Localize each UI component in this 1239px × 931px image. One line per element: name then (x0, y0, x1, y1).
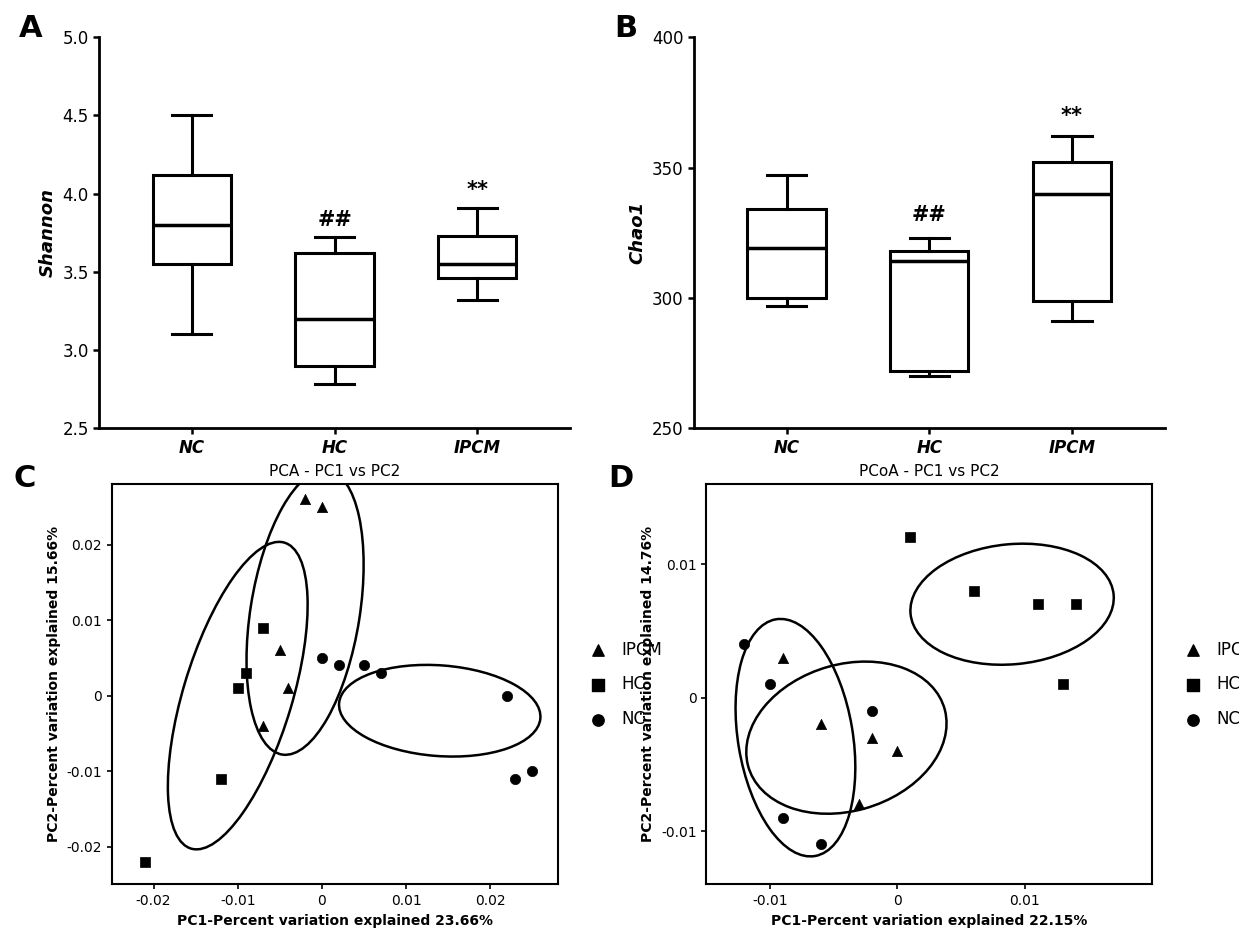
Text: A: A (19, 14, 42, 43)
Point (328, 658, 348, 673)
Point (295, 492, 315, 506)
Legend: IPCM, HC, NC: IPCM, HC, NC (1170, 634, 1239, 735)
Title: PCoA - PC1 vs PC2: PCoA - PC1 vs PC2 (859, 464, 1000, 479)
Point (312, 499, 332, 514)
Title: PCA - PC1 vs PC2: PCA - PC1 vs PC2 (269, 464, 400, 479)
Y-axis label: Chao1: Chao1 (628, 201, 647, 264)
Point (506, 771, 525, 786)
Point (253, 620, 273, 635)
Point (901, 530, 921, 545)
Point (135, 855, 155, 870)
Text: C: C (14, 465, 36, 493)
Text: ##: ## (317, 209, 352, 230)
Text: **: ** (466, 180, 488, 200)
Point (228, 681, 248, 695)
Point (773, 650, 793, 665)
PathPatch shape (437, 236, 517, 278)
Point (862, 704, 882, 719)
PathPatch shape (890, 251, 969, 371)
Point (211, 771, 230, 786)
Point (964, 584, 984, 599)
Point (849, 797, 869, 812)
Text: B: B (613, 14, 637, 43)
Point (1027, 597, 1047, 612)
Point (812, 717, 831, 732)
Text: ##: ## (912, 205, 947, 225)
Point (862, 730, 882, 745)
Point (279, 681, 299, 695)
Text: **: ** (1061, 106, 1083, 126)
Point (812, 837, 831, 852)
Point (773, 810, 793, 825)
Point (1066, 597, 1085, 612)
Point (270, 642, 290, 657)
Point (1053, 677, 1073, 692)
Legend: IPCM, HC, NC: IPCM, HC, NC (575, 634, 669, 735)
PathPatch shape (1032, 162, 1111, 301)
PathPatch shape (152, 175, 232, 264)
Point (370, 666, 390, 681)
Y-axis label: Shannon: Shannon (38, 188, 57, 277)
Point (760, 677, 779, 692)
Point (354, 658, 374, 673)
Point (887, 744, 907, 759)
Y-axis label: PC2-Percent variation explained 15.66%: PC2-Percent variation explained 15.66% (47, 526, 61, 843)
Point (735, 637, 755, 652)
PathPatch shape (747, 209, 826, 298)
Y-axis label: PC2-Percent variation explained 14.76%: PC2-Percent variation explained 14.76% (642, 526, 655, 843)
Point (497, 688, 517, 703)
Point (312, 651, 332, 666)
Text: D: D (608, 465, 633, 493)
PathPatch shape (295, 253, 374, 366)
Point (237, 666, 256, 681)
Point (253, 719, 273, 734)
X-axis label: PC1-Percent variation explained 23.66%: PC1-Percent variation explained 23.66% (176, 913, 493, 927)
Point (523, 763, 543, 778)
X-axis label: PC1-Percent variation explained 22.15%: PC1-Percent variation explained 22.15% (771, 913, 1088, 927)
